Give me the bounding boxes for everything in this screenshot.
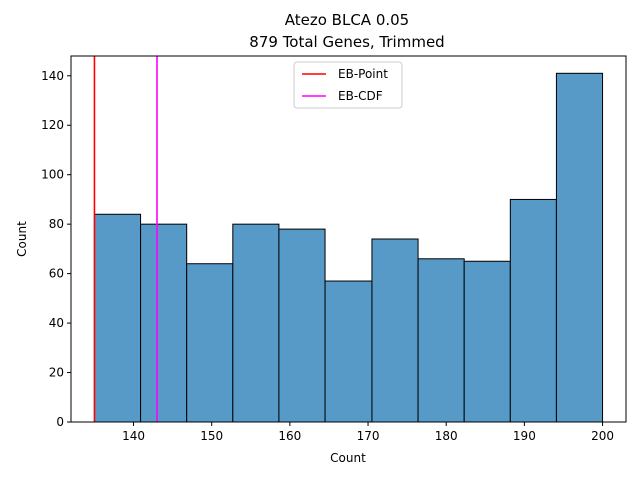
y-tick-label: 120 [41,118,64,132]
reference-lines [93,56,158,422]
bar-9 [509,198,557,423]
bars-group [93,72,604,423]
bar-10 [555,72,604,423]
y-tick-label: 140 [41,69,64,83]
x-tick-label: 190 [513,429,536,443]
x-tick-label: 200 [591,429,614,443]
y-tick-label: 0 [56,415,64,429]
plot-frame [70,55,627,423]
bar-6 [371,238,419,423]
bar-7 [417,258,465,423]
bar-8 [463,260,511,423]
bar-3 [232,223,280,423]
chart-title: Atezo BLCA 0.05 [285,11,409,29]
bar-0 [93,213,142,423]
y-tick-label: 20 [49,366,64,380]
x-tick-label: 150 [200,429,223,443]
bar-5 [324,280,373,423]
bar-1 [140,223,188,423]
x-axis-label: Count [330,451,366,465]
x-tick-label: 180 [435,429,458,443]
y-tick-label: 40 [49,316,64,330]
bar-4 [278,228,326,423]
chart-subtitle: 879 Total Genes, Trimmed [249,33,444,51]
y-tick-label: 60 [49,267,64,281]
legend-label-eb-cdf: EB-CDF [338,89,383,103]
x-tick-label: 170 [357,429,380,443]
y-axis-label: Count [15,221,29,257]
legend: EB-Point EB-CDF [293,61,403,109]
x-tick-label: 160 [278,429,301,443]
legend-label-eb-point: EB-Point [338,67,388,81]
x-tick-label: 140 [122,429,145,443]
bar-2 [186,263,234,423]
y-tick-label: 100 [41,168,64,182]
x-axis-ticks: 140 150 160 170 180 190 200 [122,422,614,443]
y-axis-ticks: 0 20 40 60 80 100 120 140 [41,69,71,429]
y-tick-label: 80 [49,217,64,231]
